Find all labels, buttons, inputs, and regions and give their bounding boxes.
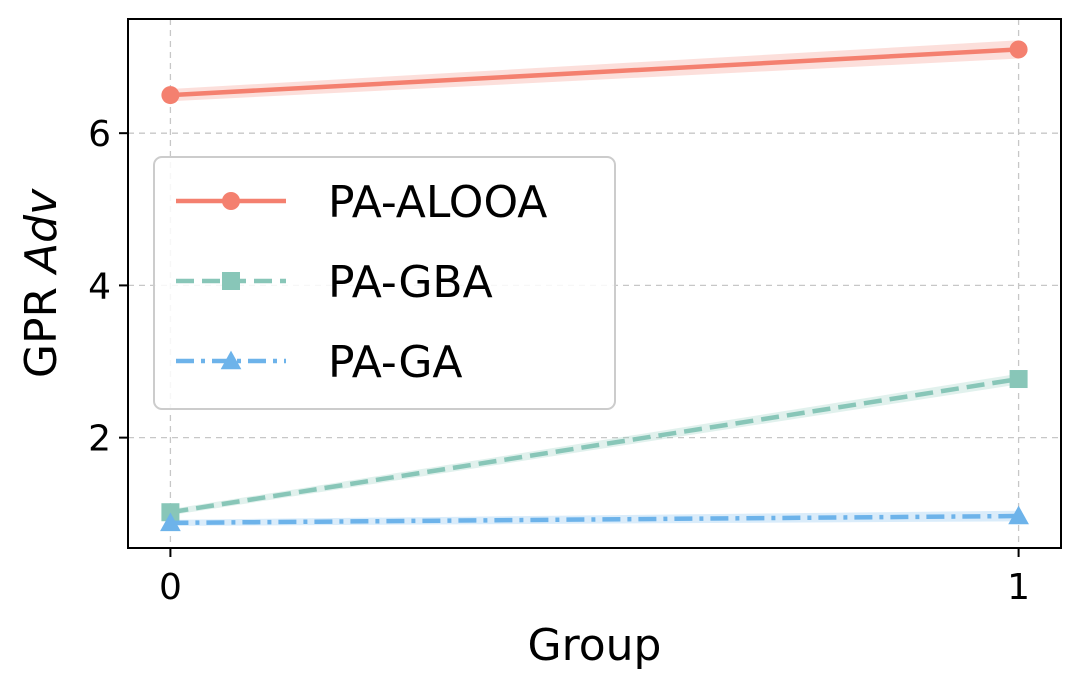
legend-marker xyxy=(220,350,242,370)
series-line-pa-gba xyxy=(170,376,1019,515)
legend-marker xyxy=(222,192,240,210)
legend-label: PA-GBA xyxy=(328,257,493,308)
x-tick-label: 0 xyxy=(159,567,182,608)
y-tick-label: 6 xyxy=(88,114,111,155)
series-pa-alooa xyxy=(161,40,1028,105)
tick-layer: 0 1 2 4 6 xyxy=(88,114,1030,608)
data-point-pa-gba xyxy=(161,503,180,522)
legend-label: PA-GA xyxy=(328,337,463,388)
y-tick-label: 2 xyxy=(88,419,111,460)
y-axis-label-italic: Adv xyxy=(16,188,67,276)
legend-box xyxy=(153,156,616,410)
data-point-pa-gba xyxy=(1009,370,1028,389)
data-point-pa-alooa xyxy=(1009,40,1028,59)
series-line-pa-alooa xyxy=(170,47,1019,98)
y-axis-label: GPR Adv xyxy=(16,188,67,378)
data-point-pa-ga xyxy=(1008,505,1029,525)
series-pa-gba xyxy=(161,370,1028,522)
x-tick-label: 1 xyxy=(1007,567,1030,608)
legend-items: PA-ALOOA PA-GBA PA-GA xyxy=(176,177,547,388)
x-axis-label: Group xyxy=(528,620,662,671)
y-axis-label-prefix: GPR xyxy=(16,273,67,378)
legend-item-pa-ga: PA-GA xyxy=(176,337,463,388)
legend: PA-ALOOA PA-GBA PA-GA xyxy=(153,156,616,410)
data-point-pa-alooa xyxy=(161,86,180,105)
y-tick-label: 4 xyxy=(88,266,111,307)
series-layer xyxy=(160,40,1029,532)
data-point-pa-ga xyxy=(160,512,181,532)
plot-frame xyxy=(127,18,1062,549)
legend-marker xyxy=(222,272,240,290)
legend-item-pa-alooa: PA-ALOOA xyxy=(176,177,547,228)
series-line-pa-ga xyxy=(170,513,1019,526)
legend-label: PA-ALOOA xyxy=(328,177,547,228)
legend-item-pa-gba: PA-GBA xyxy=(176,257,493,308)
series-pa-ga xyxy=(160,505,1029,532)
